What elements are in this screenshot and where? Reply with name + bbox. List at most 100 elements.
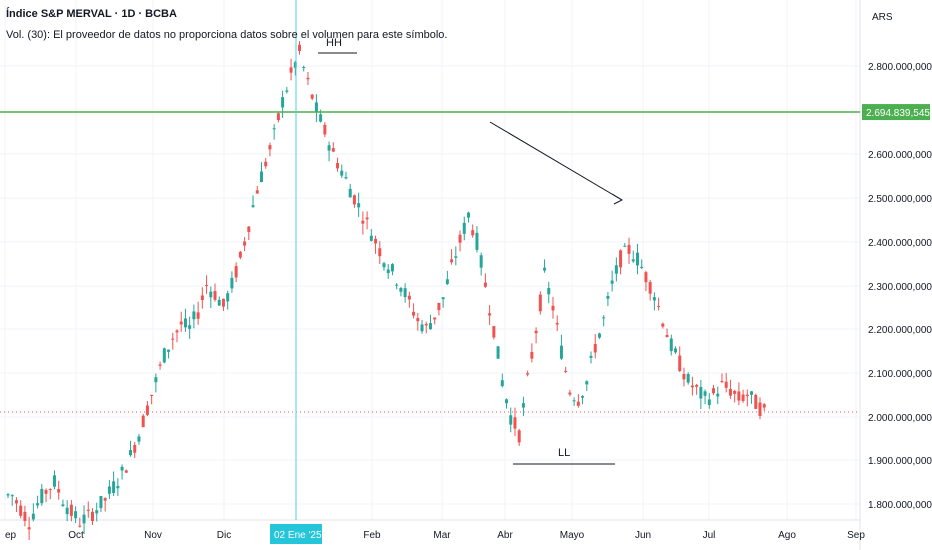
candle-body <box>682 374 686 380</box>
candle-body <box>412 311 416 316</box>
candle-body <box>420 324 424 332</box>
candle-body <box>454 256 458 258</box>
time-tick-label: Mayo <box>560 530 585 541</box>
candle-body <box>238 251 242 258</box>
candle-body <box>61 504 65 506</box>
candle-body <box>289 67 293 73</box>
candle-body <box>348 188 352 198</box>
candle-body <box>631 259 635 262</box>
candle-body <box>500 380 504 387</box>
candle-body <box>31 513 35 520</box>
candle-body <box>403 288 407 298</box>
candle-body <box>720 380 724 382</box>
candle-body <box>614 265 618 274</box>
price-tick-label: 1.900.000,000 <box>868 456 932 467</box>
time-tick-label: Dic <box>217 530 231 541</box>
candle-body <box>640 266 644 268</box>
candle-body <box>352 195 356 205</box>
price-tick-label: 2.500.000,000 <box>868 194 932 205</box>
candle-body <box>247 226 251 232</box>
candle-body <box>437 302 441 311</box>
candle-body <box>272 128 276 130</box>
candle-body <box>657 305 661 307</box>
candle-body <box>652 297 656 301</box>
crosshair-date-tag <box>270 524 322 544</box>
candle-body <box>407 295 411 300</box>
candle-body <box>458 234 462 243</box>
candle-body <box>162 348 166 363</box>
candle-body <box>703 391 707 396</box>
candle-body <box>564 370 568 372</box>
price-tick-label: 2.800.000,000 <box>868 62 932 73</box>
candle-body <box>99 496 103 509</box>
candle-body <box>120 466 124 471</box>
candle-body <box>530 352 534 359</box>
candle-body <box>475 232 479 250</box>
candle-body <box>483 282 487 287</box>
candle-body <box>551 305 555 311</box>
candle-body <box>243 241 247 246</box>
candle-body <box>86 509 90 511</box>
candle-body <box>555 322 559 325</box>
price-tick-label: 2.600.000,000 <box>868 150 932 161</box>
candle-body <box>648 282 652 294</box>
candle-body <box>112 481 116 494</box>
candle-body <box>728 388 732 396</box>
candle-body <box>205 284 209 286</box>
candle-body <box>264 161 268 167</box>
candle-body <box>534 330 538 334</box>
candle-body <box>593 343 597 353</box>
candle-body <box>293 62 297 68</box>
candle-body <box>369 235 373 241</box>
candle-body <box>424 323 428 326</box>
trend-arrow-line[interactable] <box>489 121 623 201</box>
candle-body <box>141 415 145 428</box>
candle-body <box>433 317 437 320</box>
time-tick-label: Jun <box>635 530 651 541</box>
candle-body <box>302 67 306 69</box>
time-tick-label: Abr <box>497 530 513 541</box>
candle-body <box>378 248 382 257</box>
candle-body <box>357 203 361 208</box>
candle-body <box>10 495 14 497</box>
candle-body <box>150 394 154 396</box>
candle-body <box>572 400 576 402</box>
candles <box>6 41 766 541</box>
candle-body <box>209 291 213 298</box>
currency-label[interactable]: ARS <box>872 12 893 23</box>
candle-body <box>695 384 699 387</box>
time-tick-label: Nov <box>144 530 162 541</box>
candle-body <box>314 102 318 112</box>
candle-body <box>509 415 513 425</box>
candle-body <box>129 450 133 456</box>
candle-body <box>36 503 40 506</box>
ll-label: LL <box>558 447 570 459</box>
candle-body <box>581 396 585 398</box>
candle-body <box>699 386 703 399</box>
candle-body <box>445 279 449 285</box>
trend-arrow-head <box>611 193 624 205</box>
candle-body <box>285 90 289 92</box>
candle-body <box>65 507 69 515</box>
candle-body <box>200 295 204 301</box>
candle-body <box>145 405 149 415</box>
volume-note: Vol. (30): El proveedor de datos no prop… <box>6 29 448 41</box>
candle-body <box>441 297 445 300</box>
candle-body <box>754 394 758 409</box>
candle-body <box>69 504 73 516</box>
candle-body <box>175 330 179 333</box>
candle-body <box>44 490 48 494</box>
candle-body <box>538 294 542 312</box>
candle-body <box>183 318 187 328</box>
candle-body <box>310 94 314 99</box>
candle-body <box>331 148 335 152</box>
candle-body <box>23 511 27 521</box>
candle-body <box>610 280 614 284</box>
candle-body <box>306 77 310 80</box>
candle-body <box>466 212 470 218</box>
time-tick-label: Mar <box>433 530 451 541</box>
time-tick-label: Sep <box>847 530 865 541</box>
candle-body <box>416 318 420 322</box>
candle-body <box>428 323 432 330</box>
